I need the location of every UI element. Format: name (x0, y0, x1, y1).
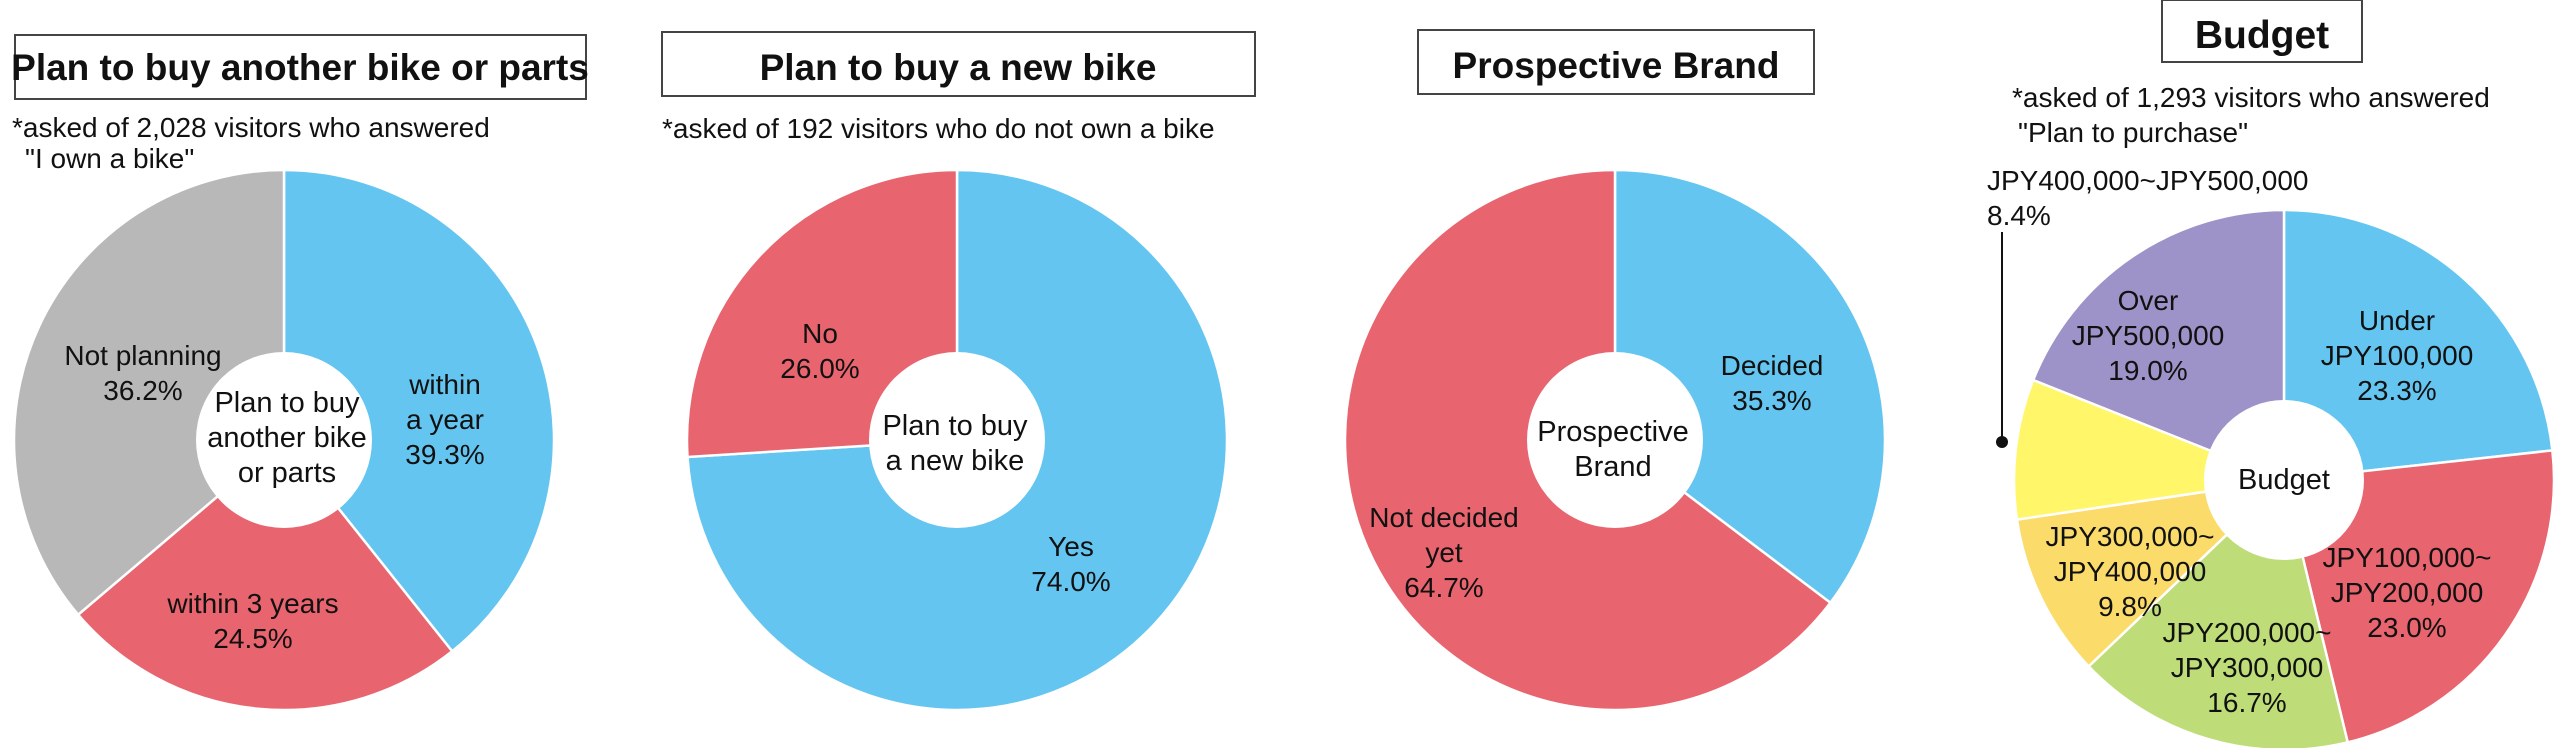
chart-budget-label-jpy200-000-jpy300-000: JPY200,000~ JPY300,000 16.7% (2163, 617, 2332, 718)
chart-prospective-brand-label-not-decided-yet: Not decided yet 64.7% (1369, 502, 1518, 603)
chart-budget-leader-dot (1996, 436, 2008, 448)
chart-plan-to-buy-a-new-bike-center-hole (869, 352, 1045, 528)
chart-budget-center-label: Budget (2238, 464, 2330, 496)
chart-plan-to-buy-another-bike-or-parts-label-within-3-years: within 3 years 24.5% (166, 588, 338, 654)
chart-prospective-brand-center-label: Prospective Brand (1537, 416, 1689, 483)
chart-plan-to-buy-another-bike-or-parts-slice-within-3-years (76, 438, 454, 712)
chart-plan-to-buy-a-new-bike-label-no: No 26.0% (780, 318, 859, 384)
chart-budget-label-over-jpy500-000: Over JPY500,000 19.0% (2072, 285, 2225, 386)
chart-plan-to-buy-another-bike-or-parts-label-within-a-year: within a year 39.3% (405, 369, 484, 470)
chart-plan-to-buy-another-bike-or-parts-note: *asked of 2,028 visitors who answered "I … (12, 112, 490, 174)
chart-budget-label-jpy100-000-jpy200-000: JPY100,000~ JPY200,000 23.0% (2323, 542, 2492, 643)
chart-budget-label-jpy400-000-jpy500-000: JPY400,000~JPY500,000 8.4% (1987, 165, 2308, 231)
chart-prospective-brand-label-decided: Decided 35.3% (1721, 350, 1824, 416)
chart-plan-to-buy-another-bike-or-parts-title-box (14, 34, 587, 100)
chart-prospective-brand-slice-decided (1613, 168, 1887, 605)
chart-plan-to-buy-another-bike-or-parts-slice-within-a-year (282, 168, 556, 654)
chart-budget-title: Budget (2195, 14, 2329, 57)
chart-plan-to-buy-a-new-bike-note: *asked of 192 visitors who do not own a … (662, 113, 1215, 144)
chart-budget: Budget *asked of 1,293 visitors who answe… (1987, 0, 2556, 748)
chart-plan-to-buy-another-bike-or-parts-label-not-planning: Not planning 36.2% (64, 340, 221, 406)
chart-plan-to-buy-a-new-bike-title: Plan to buy a new bike (760, 47, 1157, 88)
chart-plan-to-buy-another-bike-or-parts-center-label: Plan to buy another bike or parts (207, 387, 367, 489)
chart-budget-slice-jpy300-000-jpy400-000 (2015, 478, 2288, 669)
chart-budget-note: *asked of 1,293 visitors who answered "Pl… (2012, 82, 2490, 148)
chart-budget-slice-under-jpy100-000 (2282, 208, 2554, 482)
chart-budget-title-box (2161, 0, 2363, 63)
chart-budget-label-jpy300-000-jpy400-000: JPY300,000~ JPY400,000 9.8% (2046, 521, 2215, 622)
chart-prospective-brand: Prospective Brand Prospective Brand Decided… (1343, 29, 1887, 712)
chart-plan-to-buy-a-new-bike: Plan to buy a new bike *asked of 192 visi… (661, 31, 1256, 712)
chart-plan-to-buy-another-bike-or-parts-center-hole (196, 352, 372, 528)
chart-prospective-brand-title: Prospective Brand (1453, 45, 1780, 86)
chart-budget-label-under-jpy100-000: Under JPY100,000 23.3% (2321, 305, 2474, 406)
chart-plan-to-buy-a-new-bike-center-label: Plan to buy a new bike (882, 410, 1028, 477)
chart-budget-slice-jpy100-000-jpy200-000 (2282, 449, 2556, 744)
chart-budget-slice-over-jpy500-000 (2031, 208, 2286, 482)
chart-prospective-brand-center-hole (1527, 352, 1703, 528)
chart-plan-to-buy-another-bike-or-parts-title: Plan to buy another bike or parts (11, 47, 589, 88)
chart-plan-to-buy-a-new-bike-label-yes: Yes 74.0% (1031, 531, 1110, 597)
chart-prospective-brand-title-box (1417, 29, 1815, 95)
chart-plan-to-buy-a-new-bike-title-box (661, 31, 1256, 97)
chart-plan-to-buy-another-bike-or-parts-slice-not-planning (12, 168, 286, 617)
chart-budget-center-hole (2204, 400, 2364, 560)
chart-plan-to-buy-another-bike-or-parts: Plan to buy another bike or parts *asked … (11, 34, 589, 712)
